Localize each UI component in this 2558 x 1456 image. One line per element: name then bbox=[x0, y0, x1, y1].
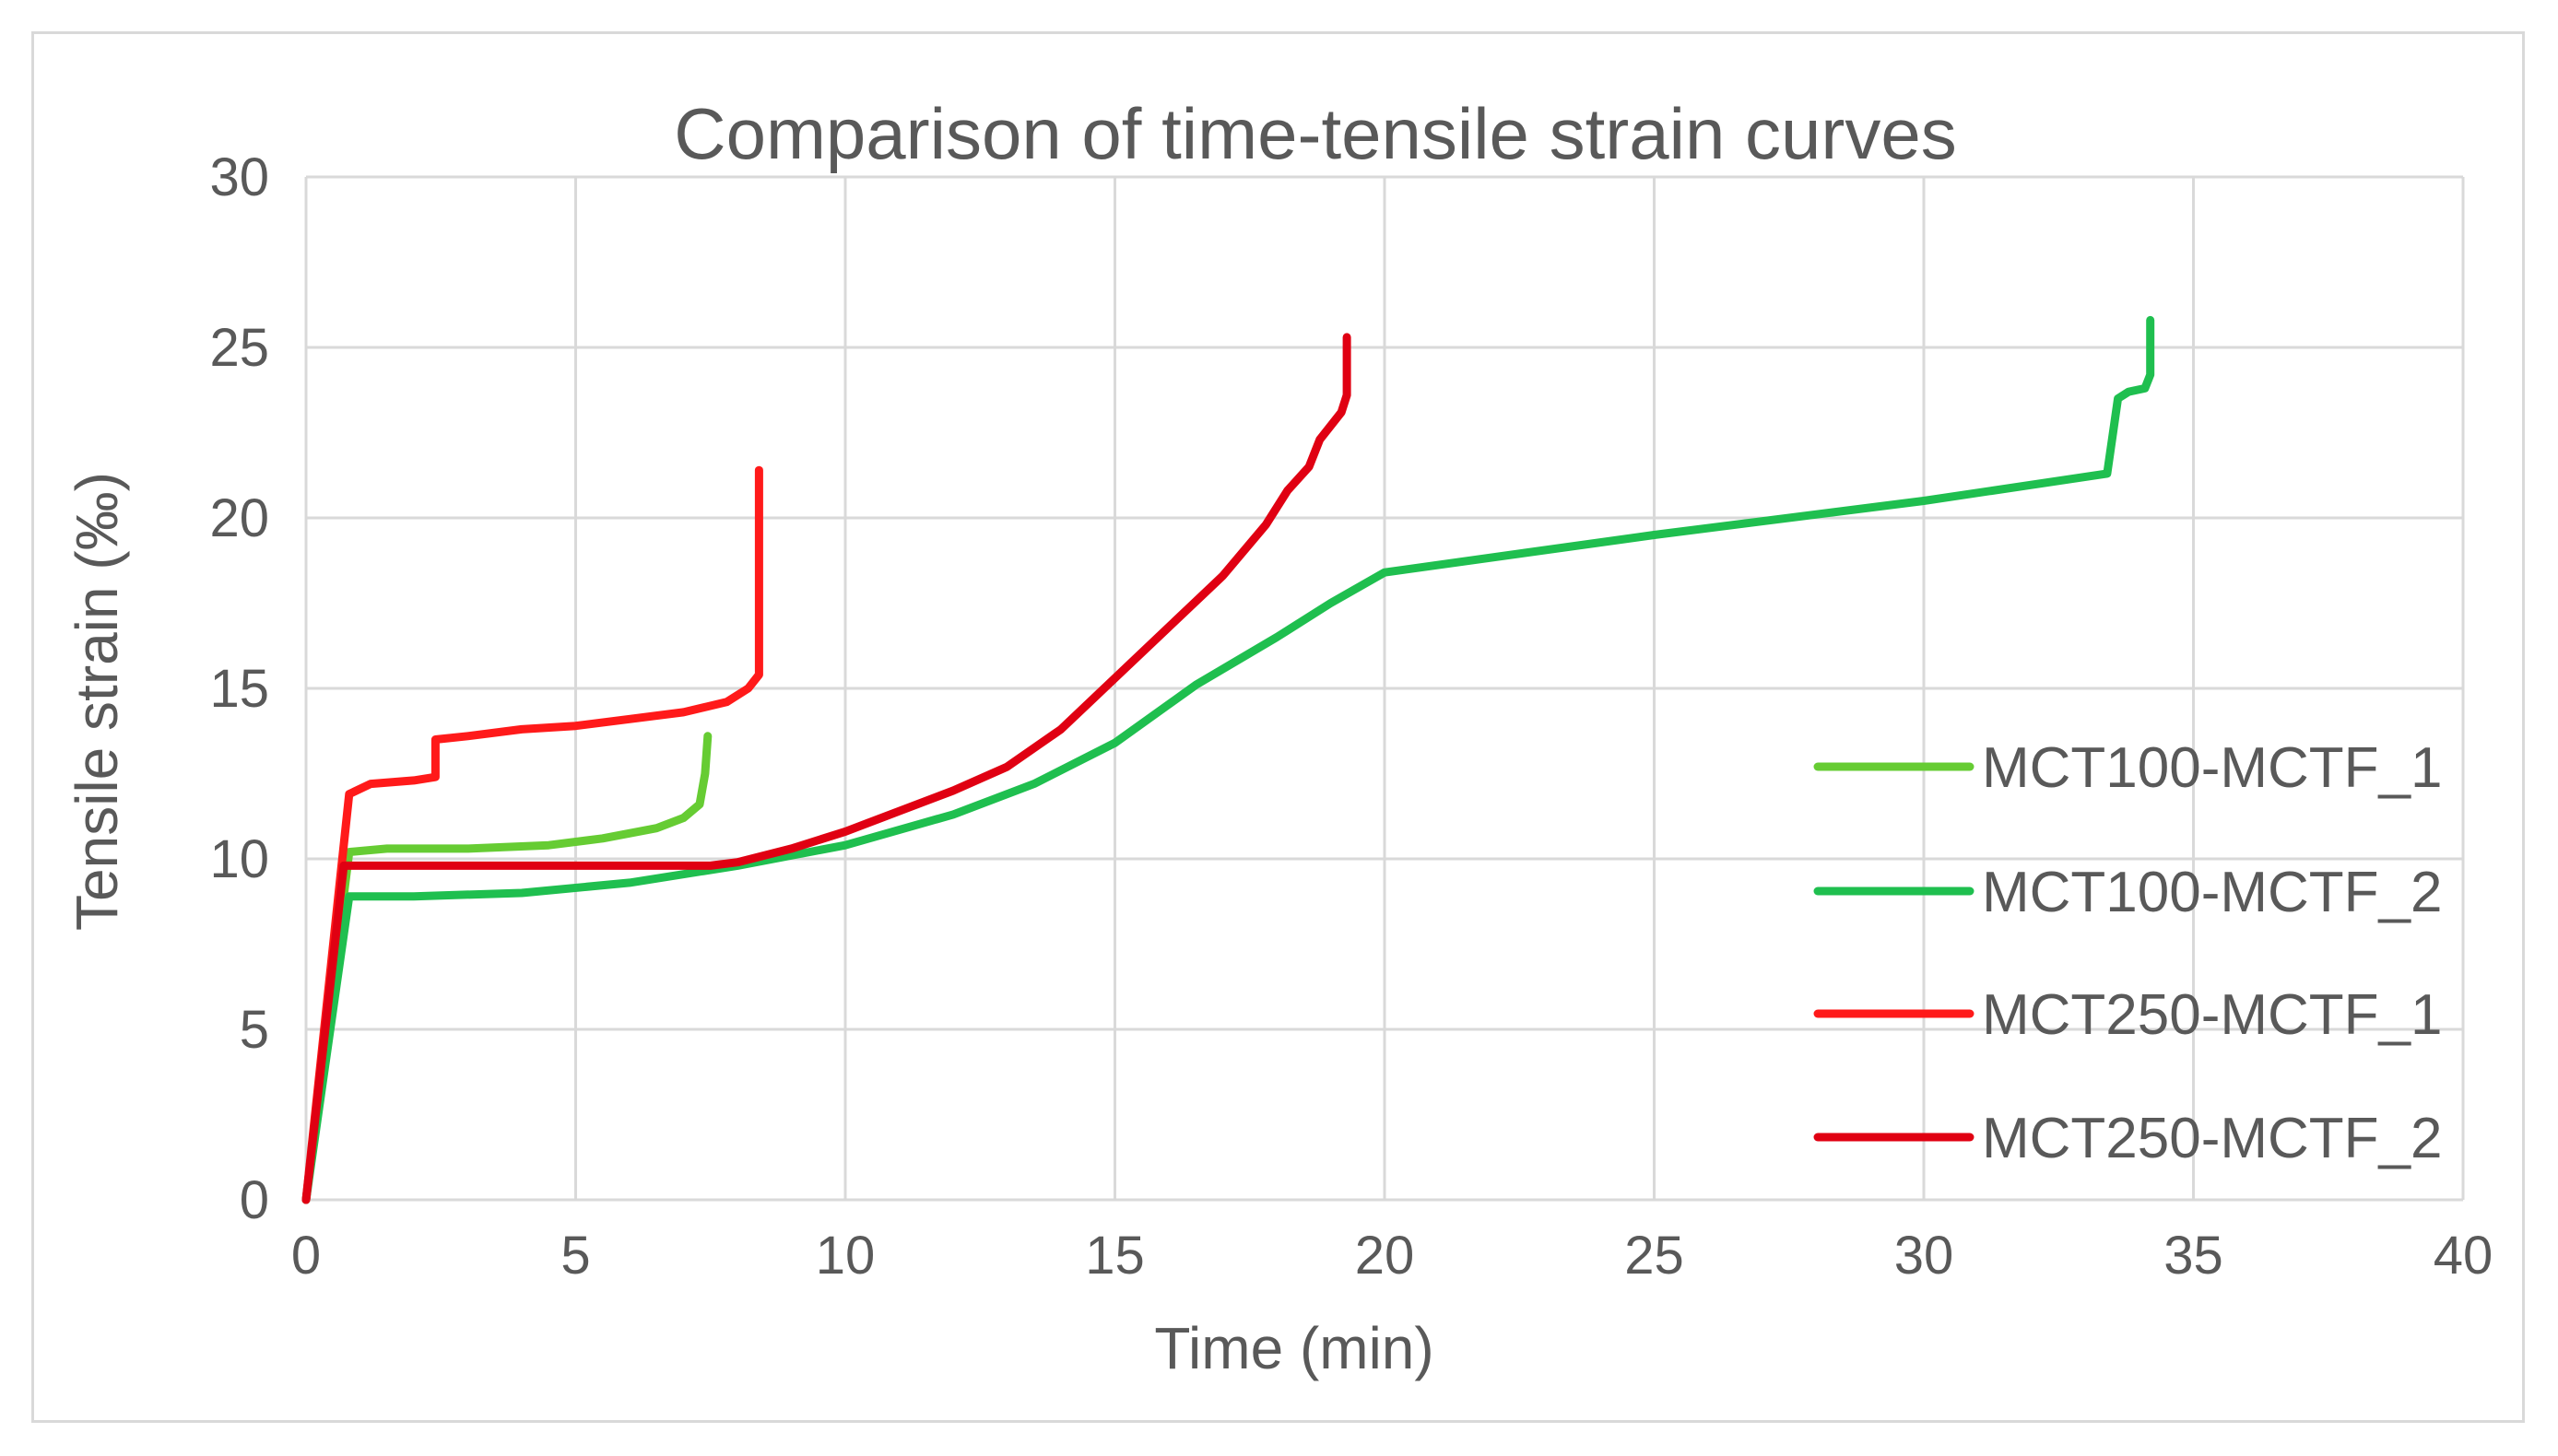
chart-frame: Comparison of time-tensile strain curves… bbox=[31, 31, 2525, 1423]
chart-title: Comparison of time-tensile strain curves bbox=[674, 93, 1957, 174]
x-tick-label: 5 bbox=[560, 1226, 590, 1286]
x-tick-label: 15 bbox=[1085, 1226, 1145, 1286]
x-axis-title: Time (min) bbox=[1154, 1315, 1433, 1381]
series-line-mct250-mctf_1 bbox=[301, 465, 763, 1204]
chart-canvas: Comparison of time-tensile strain curves… bbox=[64, 93, 2493, 1381]
x-tick-label: 20 bbox=[1355, 1226, 1415, 1286]
x-tick-label: 30 bbox=[1894, 1226, 1954, 1286]
x-tick-label: 0 bbox=[291, 1226, 321, 1286]
y-tick-label: 0 bbox=[240, 1170, 269, 1230]
series-line-mct100-mctf_1 bbox=[301, 732, 713, 1204]
x-tick-label: 35 bbox=[2163, 1226, 2223, 1286]
series-line-mct250-mctf_2 bbox=[301, 333, 1351, 1204]
y-tick-label: 10 bbox=[209, 829, 269, 889]
y-axis-title: Tensile strain (‰) bbox=[64, 472, 130, 931]
series-line-mct100-mctf_2 bbox=[301, 315, 2155, 1204]
legend-label: MCT100-MCTF_2 bbox=[1982, 861, 2443, 924]
x-tick-label: 40 bbox=[2434, 1226, 2493, 1286]
y-tick-label: 5 bbox=[240, 1000, 269, 1060]
tick-labels: 0 5 10 15 20 25 30 35 40 0 5 10 15 20 25 30 bbox=[209, 147, 2493, 1286]
x-tick-label: 25 bbox=[1624, 1226, 1684, 1286]
legend-label: MCT250-MCTF_2 bbox=[1982, 1107, 2443, 1170]
x-tick-label: 10 bbox=[816, 1226, 876, 1286]
legend-label: MCT250-MCTF_1 bbox=[1982, 983, 2443, 1047]
legend: MCT100-MCTF_1 MCT100-MCTF_2 MCT250-MCTF_1 M… bbox=[1813, 736, 2443, 1170]
y-tick-label: 15 bbox=[209, 659, 269, 719]
y-tick-label: 25 bbox=[209, 318, 269, 378]
series-lines bbox=[301, 315, 2155, 1204]
legend-label: MCT100-MCTF_1 bbox=[1982, 736, 2443, 800]
y-tick-label: 30 bbox=[209, 147, 269, 207]
grid bbox=[304, 175, 2465, 1202]
y-tick-label: 20 bbox=[209, 488, 269, 548]
